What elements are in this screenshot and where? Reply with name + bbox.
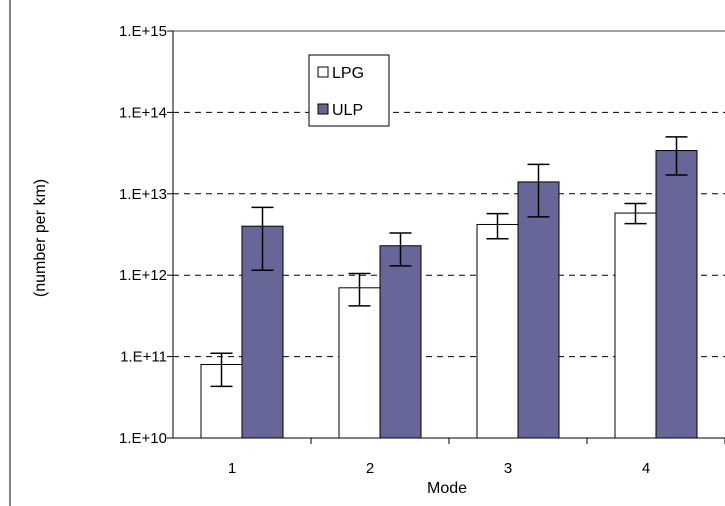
bar-ulp-4 [655,150,698,439]
y-tick-label: 1.E+10 [119,430,167,447]
axes [9,0,725,506]
x-axis-title: Mode [427,480,467,497]
legend-swatch-ulp [317,103,329,115]
x-tick-label: 3 [504,460,512,477]
bar-lpg-4 [614,212,657,439]
legend-label-lpg: LPG [332,65,364,82]
bar-lpg-2 [338,287,381,439]
legend-swatch-lpg [317,66,329,78]
bar-ulp-3 [517,181,560,439]
y-axis-title: (number per km) [32,179,49,297]
y-tick-label: 1.E+13 [119,186,167,203]
y-tick-label: 1.E+14 [119,104,167,121]
bar-ulp-2 [379,245,422,439]
y-tick-label: 1.E+15 [119,23,167,40]
x-tick-label: 4 [642,460,650,477]
bar-ulp-1 [241,225,284,439]
y-tick-label: 1.E+11 [120,349,167,366]
x-tick-label: 2 [366,460,374,477]
x-tick-label: 1 [228,460,236,477]
error-bars [210,136,688,388]
y-tick-label: 1.E+12 [119,267,167,284]
tick-labels: 1.E+10 1.E+11 1.E+12 1.E+13 1.E+14 1.E+15 1 2 3 4 [119,23,650,477]
legend: LPG ULP [308,54,390,127]
bars [200,150,698,439]
legend-label-ulp: ULP [332,102,363,119]
bar-lpg-3 [476,223,519,439]
